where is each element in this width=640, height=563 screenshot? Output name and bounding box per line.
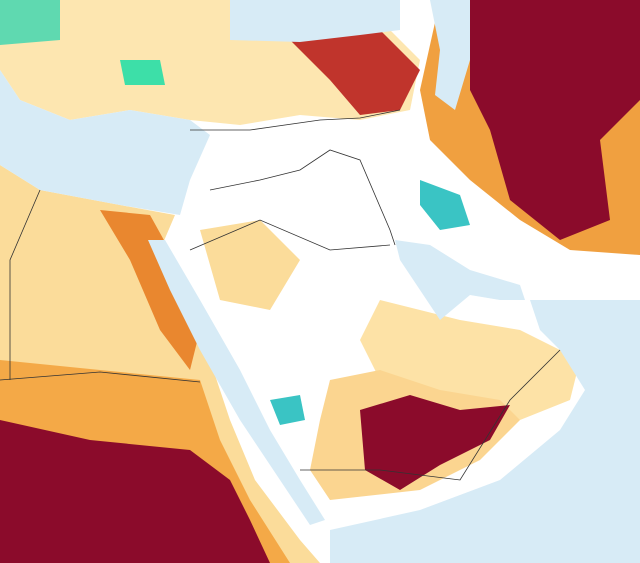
border [190,109,401,131]
yemen-darkred [360,395,510,490]
cyan-patch [270,395,305,425]
iran-darkred [470,0,640,240]
border [300,349,561,481]
persian-gulf [395,240,525,320]
caspian [430,0,470,110]
borders [0,109,561,481]
arabian-sea [330,300,640,563]
arabia-tan [200,220,300,310]
border [209,149,396,246]
green-patch [0,0,60,45]
black-sea [230,0,400,42]
africa-darkred [0,420,270,563]
cyan-patch [420,180,470,230]
nile-band [100,210,200,370]
border [189,219,391,251]
green-patch [120,60,165,85]
border [0,371,201,383]
caucasus [290,30,420,115]
mediterranean [0,70,210,215]
anatolia [0,0,420,125]
red-sea [148,240,325,525]
border [9,189,41,380]
